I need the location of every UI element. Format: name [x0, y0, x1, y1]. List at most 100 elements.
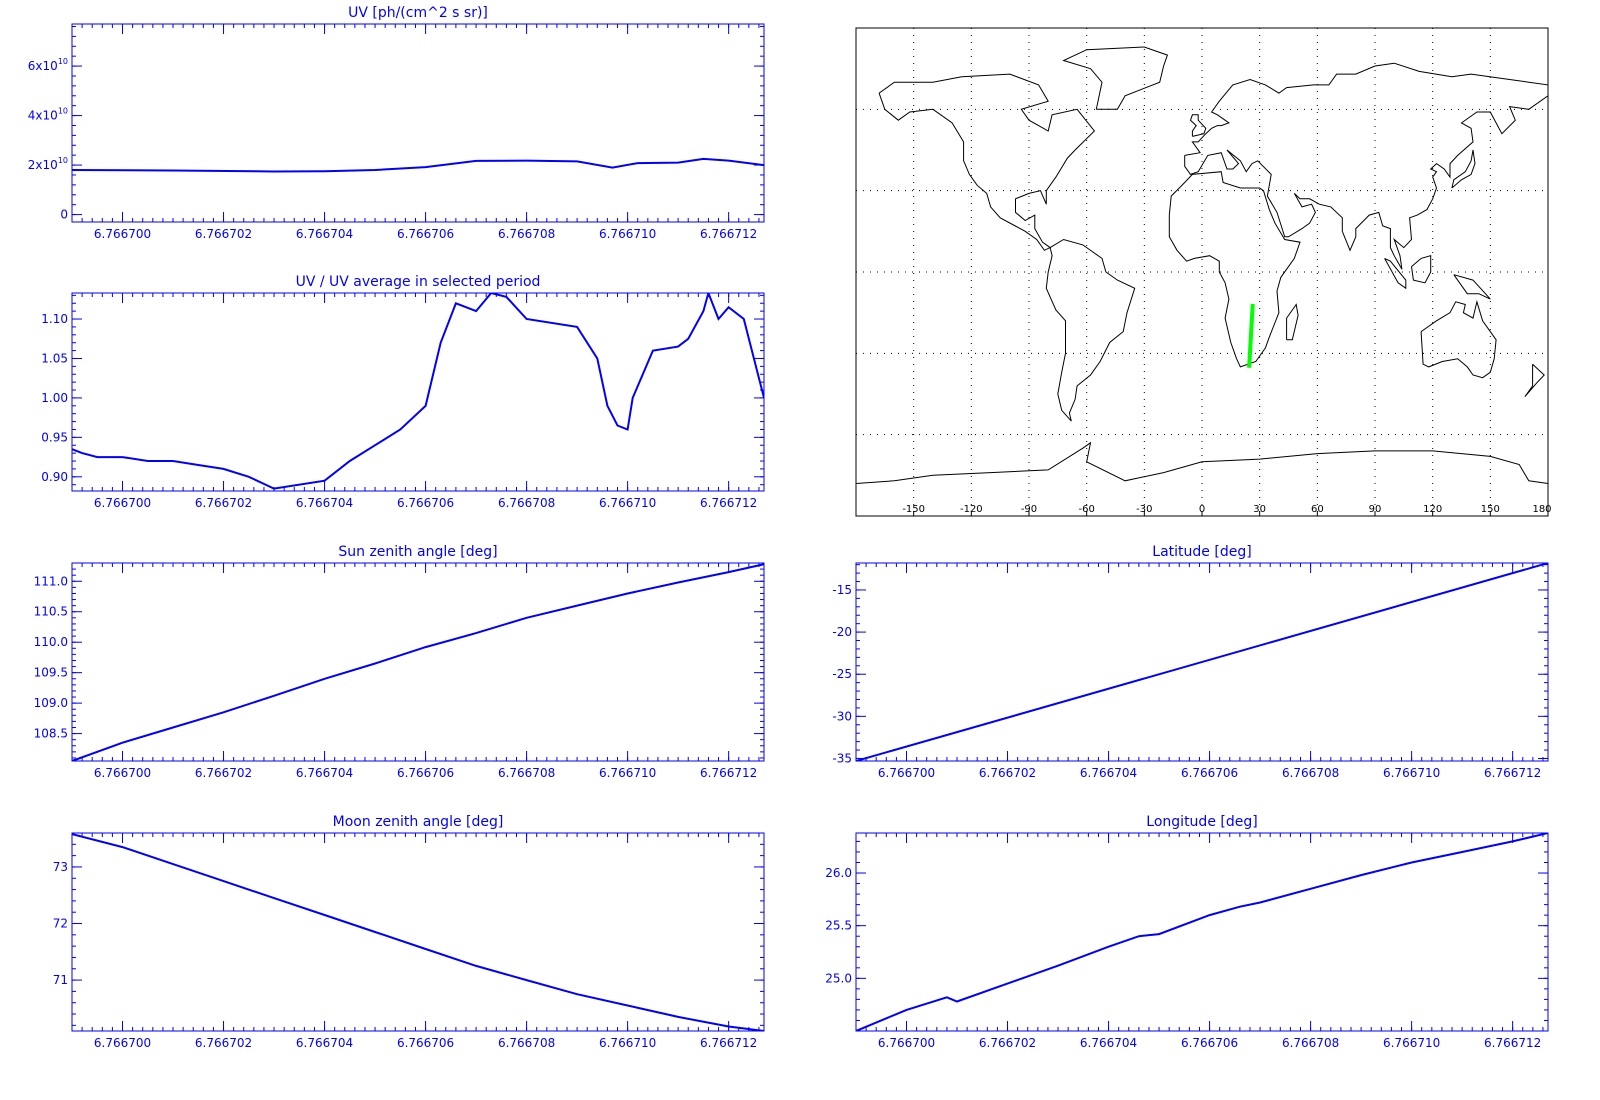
series-line — [856, 833, 1548, 1031]
plot-frame — [71, 292, 765, 492]
y-tick-label: 4x1010 — [28, 107, 68, 123]
map-x-tick-label: -30 — [1136, 504, 1152, 515]
y-tick-label: 71 — [53, 973, 68, 987]
y-tick-label: 110.5 — [34, 605, 68, 619]
y-tick-label: 0.90 — [41, 470, 68, 484]
new-guinea-coastline — [1453, 274, 1491, 300]
y-tick-label: 6x1010 — [28, 57, 68, 73]
x-tick-label: 6.766708 — [498, 496, 555, 510]
y-tick-label: 72 — [53, 917, 68, 931]
x-tick-label: 6.766700 — [94, 227, 151, 241]
map-x-tick-label: 150 — [1481, 504, 1500, 515]
y-tick-base: 110.5 — [34, 605, 68, 619]
y-tick-base: 111.0 — [34, 574, 68, 588]
map-x-tick-label: 30 — [1253, 504, 1266, 515]
x-tick-label: 6.766706 — [397, 766, 454, 780]
y-tick-exponent: 10 — [58, 156, 68, 165]
chart-title: Moon zenith angle [deg] — [333, 814, 504, 830]
map-x-tick-label: 180 — [1532, 504, 1551, 515]
y-tick-base: -30 — [832, 709, 852, 723]
x-tick-label: 6.766708 — [498, 1036, 555, 1050]
chart-title: Sun zenith angle [deg] — [338, 544, 497, 560]
y-tick-exponent: 10 — [58, 107, 68, 116]
x-tick-label: 6.766710 — [599, 227, 656, 241]
plot-frame — [855, 562, 1549, 762]
x-tick-label: 6.766706 — [1181, 766, 1238, 780]
y-tick-base: 2x10 — [28, 158, 58, 172]
x-tick-label: 6.766700 — [94, 496, 151, 510]
y-tick-base: 73 — [53, 860, 68, 874]
x-tick-label: 6.766700 — [878, 766, 935, 780]
y-tick-label: 108.5 — [34, 727, 68, 741]
x-tick-label: 6.766710 — [599, 1036, 656, 1050]
x-tick-label: 6.766712 — [1484, 766, 1541, 780]
y-tick-base: 1.10 — [41, 312, 68, 326]
x-tick-label: 6.766710 — [599, 496, 656, 510]
y-tick-base: 0 — [60, 208, 68, 222]
x-tick-label: 6.766708 — [1282, 766, 1339, 780]
series-line — [72, 157, 764, 173]
y-tick-base: 25.0 — [825, 971, 852, 985]
x-tick-label: 6.766710 — [1383, 766, 1440, 780]
borneo-coastline — [1411, 255, 1432, 284]
japan-coastline — [1451, 149, 1476, 189]
x-tick-label: 6.766706 — [397, 496, 454, 510]
y-tick-label: 1.10 — [41, 312, 68, 326]
y-tick-label: 1.00 — [41, 391, 68, 405]
y-tick-exponent: 10 — [58, 57, 68, 66]
y-tick-base: 71 — [53, 973, 68, 987]
x-tick-label: 6.766700 — [878, 1036, 935, 1050]
line-chart-3: Moon zenith angle [deg] 6.766700 6.766702 6… — [53, 814, 765, 1050]
y-tick-base: 108.5 — [34, 727, 68, 741]
x-tick-label: 6.766712 — [700, 766, 757, 780]
x-tick-label: 6.766712 — [1484, 1036, 1541, 1050]
y-tick-label: 109.0 — [34, 696, 68, 710]
x-tick-label: 6.766702 — [195, 766, 252, 780]
series-line — [72, 563, 764, 761]
x-tick-label: 6.766710 — [599, 766, 656, 780]
y-tick-base: -25 — [832, 667, 852, 681]
y-tick-label: 0.95 — [41, 430, 68, 444]
world-map: -150 -120 -90 -60 -30 0 30 60 90 120 150 180 — [855, 27, 1552, 517]
y-tick-label: 0 — [60, 208, 68, 222]
y-tick-base: 72 — [53, 917, 68, 931]
x-tick-label: 6.766710 — [1383, 1036, 1440, 1050]
plot-frame — [71, 23, 765, 223]
series-line — [72, 293, 764, 490]
y-tick-label: 73 — [53, 860, 68, 874]
y-tick-base: 110.0 — [34, 635, 68, 649]
y-tick-label: 25.5 — [825, 919, 852, 933]
x-tick-label: 6.766708 — [1282, 1036, 1339, 1050]
line-chart-0: UV [ph/(cm^2 s sr)] 6.766700 6.766702 6.766… — [28, 5, 765, 241]
chart-title: UV [ph/(cm^2 s sr)] — [348, 5, 488, 21]
y-tick-label: -30 — [832, 709, 852, 723]
y-tick-label: 2x1010 — [28, 156, 68, 172]
y-tick-base: 6x10 — [28, 59, 58, 73]
y-tick-base: 109.5 — [34, 666, 68, 680]
x-tick-label: 6.766706 — [397, 1036, 454, 1050]
britain-coastline — [1189, 114, 1207, 137]
y-tick-base: -20 — [832, 625, 852, 639]
plot-frame — [855, 832, 1549, 1032]
x-tick-label: 6.766702 — [979, 766, 1036, 780]
x-tick-label: 6.766708 — [498, 227, 555, 241]
y-tick-label: 111.0 — [34, 574, 68, 588]
x-tick-label: 6.766700 — [94, 1036, 151, 1050]
x-tick-label: 6.766708 — [498, 766, 555, 780]
plot-frame — [71, 562, 765, 762]
y-tick-label: -20 — [832, 625, 852, 639]
y-tick-label: 109.5 — [34, 666, 68, 680]
series-line — [856, 563, 1548, 761]
y-tick-base: 0.95 — [41, 430, 68, 444]
north-america-coastline — [878, 73, 1096, 251]
greenland-coastline — [1062, 46, 1169, 110]
y-tick-base: -15 — [832, 583, 852, 597]
antarctica-coastline — [855, 441, 1549, 484]
x-tick-label: 6.766712 — [700, 496, 757, 510]
map-x-tick-label: -150 — [902, 504, 925, 515]
x-tick-label: 6.766706 — [1181, 1036, 1238, 1050]
chart-title: Longitude [deg] — [1146, 814, 1257, 830]
x-tick-label: 6.766712 — [700, 227, 757, 241]
madagascar-coastline — [1286, 303, 1299, 341]
